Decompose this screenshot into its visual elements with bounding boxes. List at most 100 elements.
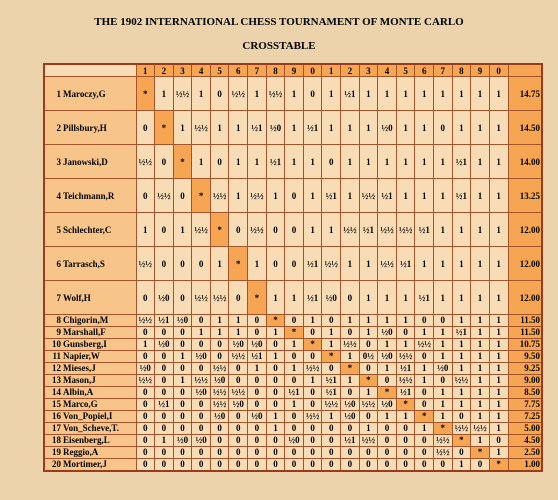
score-header [507,63,543,77]
result-cell: 0 [488,434,509,447]
result-cell: 1 [395,280,416,315]
result-cell: 1 [209,314,230,327]
result-cell: 0 [302,434,323,447]
player-row: 14 Albin,A 0 0 0 ½0 ½½ ½½ 0 0 ½1 0 ½1 0 1 * ½1 0 1 1 1 1 8.50 [43,386,543,399]
result-cell: 0 [414,350,434,363]
result-cell: 0 [191,422,211,435]
result-cell: 0 [302,326,323,339]
result-cell: 0 [247,434,267,447]
result-cell: ½1 [154,314,174,327]
result-cell: 0 [209,76,230,111]
result-cell: 0 [209,350,230,363]
result-cell: ½½ [228,76,249,111]
result-cell: 1 [395,178,416,213]
result-cell: 1 [340,350,360,363]
column-number: 5 [395,63,416,77]
result-cell: ½0 [247,338,267,351]
diagonal-cell: * [209,212,230,247]
result-cell: 0 [172,338,193,351]
rank: 13 [52,375,61,386]
result-cell: 0 [228,422,249,435]
result-cell: 0 [135,398,156,411]
result-cell: ½½ [154,178,174,213]
result-cell: 0 [377,458,397,472]
result-cell: 0 [433,458,453,472]
result-cell: ½½ [470,422,490,435]
result-cell: ½0 [377,350,397,363]
result-cell: 0 [154,362,174,375]
result-cell: 0 [284,422,304,435]
column-number: 3 [358,63,379,77]
result-cell: 0 [451,446,472,459]
result-cell: 0 [358,338,379,351]
result-cell: 0 [191,362,211,375]
result-cell: 0 [247,314,267,327]
player-cell: 15 Marco,G [43,398,137,411]
result-cell: 1 [284,76,304,111]
result-cell: 0 [302,458,323,472]
player-cell: 11 Napier,W [43,350,137,363]
result-cell: 1 [340,314,360,327]
result-cell: 1 [172,212,193,247]
result-cell: ½½ [321,246,342,281]
player-row: 2 Pillsbury,H 0 * 1 ½½ 1 1 ½1 ½0 1 ½1 1 1 1 ½0 1 1 0 1 1 1 14.… [43,110,543,145]
result-cell: 0 [135,350,156,363]
result-cell: 0 [135,110,156,145]
result-cell: 0 [172,178,193,213]
result-cell: ½½ [395,350,416,363]
result-cell: ½1 [395,246,416,281]
result-cell: 0 [247,422,267,435]
result-cell: 1 [488,144,509,179]
result-cell: 1 [470,338,490,351]
result-cell: 0½ [358,350,379,363]
result-cell: ½½ [302,362,323,375]
diagonal-cell: * [321,350,342,363]
diagonal-cell: * [284,326,304,339]
result-cell: 1 [433,212,453,247]
player-name: Von_Popiel,I [63,411,113,422]
player-cell: 8 Chigorin,M [43,314,137,327]
result-cell: 0 [340,458,360,472]
result-cell: 0 [284,410,304,423]
result-cell: 1 [284,110,304,145]
result-cell: ½1 [284,386,304,399]
result-cell: 1 [340,374,360,387]
player-name: Gunsberg,I [63,339,107,350]
result-cell: ½½ [451,422,472,435]
result-cell: ½0 [135,362,156,375]
diagonal-cell: * [414,410,434,423]
result-cell: 1 [470,374,490,387]
player-name: Albin,A [63,387,94,398]
result-cell: 0 [172,446,193,459]
column-number: 7 [247,63,267,77]
result-cell: ½½ [433,446,453,459]
result-cell: 1 [395,338,416,351]
result-cell: 0 [433,374,453,387]
result-cell: 0 [172,246,193,281]
result-cell: 0 [265,212,286,247]
player-cell: 3 Janowski,D [43,144,137,179]
result-cell: 0 [209,458,230,472]
result-cell: 1 [433,76,453,111]
result-cell: ½1 [265,144,286,179]
crosstable: 1 2 3 4 5 6 7 8 9 0 1 2 3 4 5 6 7 8 9 0 1 Maroczy,G * 1 ½½ 1 0 ½½ 1 ½… [43,63,543,472]
result-cell: 1 [154,76,174,111]
score: 11.50 [507,314,543,327]
result-cell: 0 [154,410,174,423]
player-name: Tarrasch,S [63,258,105,269]
result-cell: 0 [340,386,360,399]
result-cell: ½½ [191,374,211,387]
diagonal-cell: * [135,76,156,111]
result-cell: 0 [284,212,304,247]
player-row: 15 Marco,G 0 ½1 0 0 ½½ ½0 0 0 1 0 ½½ ½0 ½½ ½0 * 0 1 1 1 1 7.75 [43,398,543,411]
result-cell: 1 [433,326,453,339]
result-cell: 0 [172,422,193,435]
result-cell: ½½ [395,212,416,247]
result-cell: ½0 [377,110,397,145]
result-cell: 1 [395,110,416,145]
result-cell: 1 [451,386,472,399]
result-cell: 1 [358,326,379,339]
result-cell: 0 [154,374,174,387]
diagonal-cell: * [265,314,286,327]
